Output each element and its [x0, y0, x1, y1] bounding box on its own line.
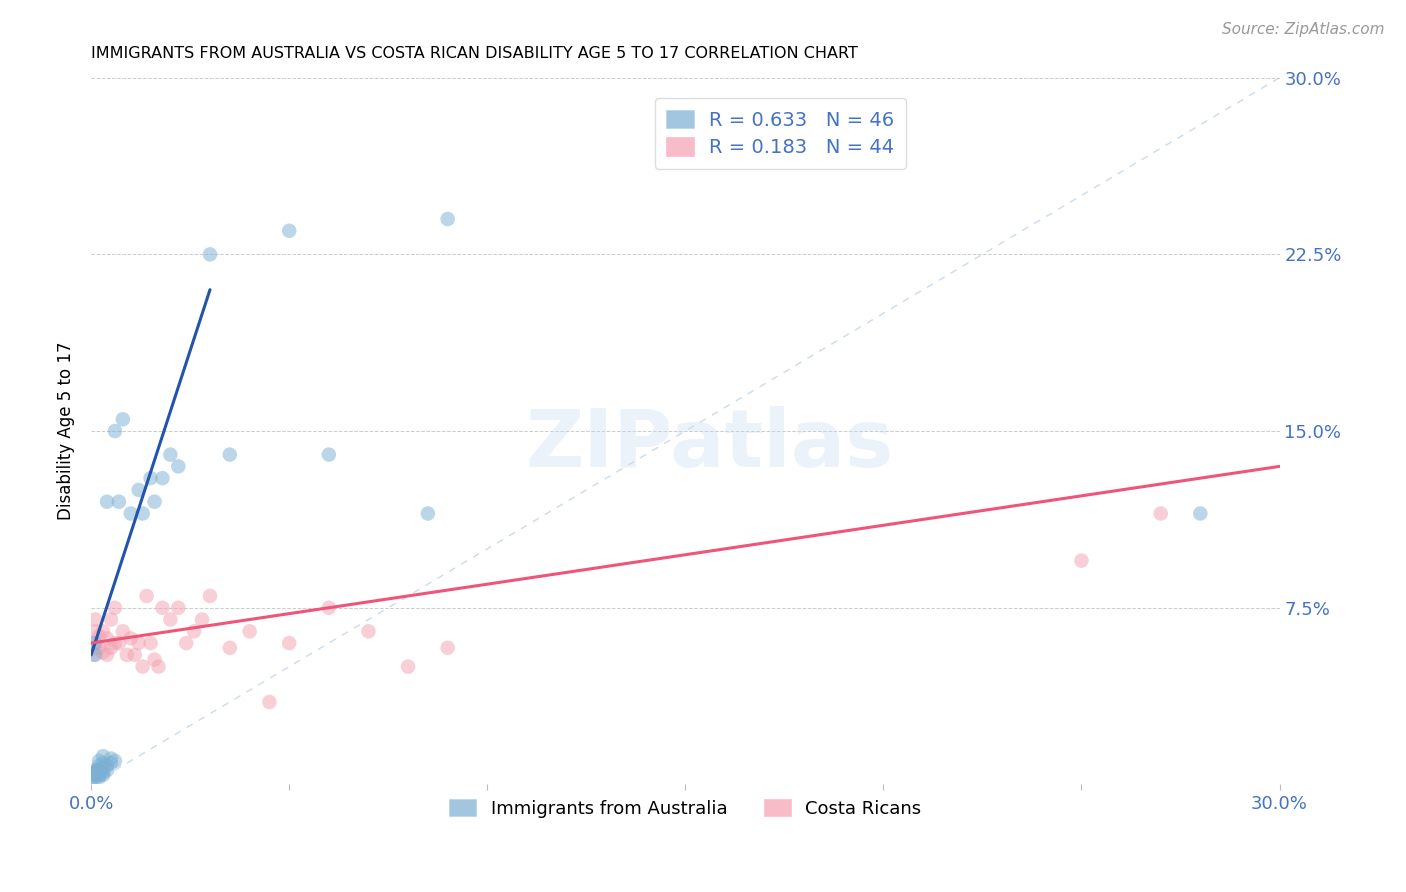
Point: [87, 640, 110, 655]
Point: [152, 471, 174, 485]
Point: [86, 765, 108, 780]
Point: [1189, 507, 1212, 521]
Point: [183, 624, 205, 639]
Point: [100, 751, 122, 765]
Point: [318, 448, 340, 462]
Point: [84, 764, 107, 778]
Text: Source: ZipAtlas.com: Source: ZipAtlas.com: [1222, 22, 1385, 37]
Point: [87, 754, 110, 768]
Point: [357, 624, 380, 639]
Point: [152, 600, 174, 615]
Point: [87, 770, 110, 784]
Point: [218, 640, 240, 655]
Point: [84, 640, 107, 655]
Point: [87, 629, 110, 643]
Point: [198, 589, 221, 603]
Point: [159, 448, 181, 462]
Point: [167, 600, 190, 615]
Point: [120, 507, 142, 521]
Point: [174, 636, 197, 650]
Point: [96, 648, 118, 662]
Point: [87, 768, 110, 782]
Point: [128, 636, 150, 650]
Point: [96, 632, 118, 646]
Point: [91, 624, 114, 639]
Point: [84, 613, 107, 627]
Point: [96, 758, 118, 772]
Point: [159, 613, 181, 627]
Legend: Immigrants from Australia, Costa Ricans: Immigrants from Australia, Costa Ricans: [441, 791, 928, 825]
Point: [115, 648, 138, 662]
Point: [91, 756, 114, 771]
Point: [82, 765, 104, 780]
Point: [120, 632, 142, 646]
Point: [91, 768, 114, 782]
Point: [87, 768, 110, 782]
Point: [104, 600, 127, 615]
Point: [91, 749, 114, 764]
Point: [416, 507, 439, 521]
Point: [84, 770, 107, 784]
Point: [396, 659, 419, 673]
Point: [100, 756, 122, 771]
Point: [239, 624, 262, 639]
Point: [87, 764, 110, 778]
Point: [108, 494, 131, 508]
Point: [104, 754, 127, 768]
Point: [84, 768, 107, 782]
Point: [139, 471, 162, 485]
Point: [1150, 507, 1173, 521]
Point: [318, 600, 340, 615]
Point: [91, 761, 114, 775]
Point: [96, 764, 118, 778]
Point: [198, 247, 221, 261]
Point: [82, 648, 104, 662]
Point: [82, 636, 104, 650]
Point: [84, 624, 107, 639]
Point: [111, 412, 134, 426]
Point: [143, 652, 166, 666]
Point: [167, 459, 190, 474]
Point: [84, 765, 107, 780]
Point: [86, 764, 108, 778]
Point: [135, 589, 157, 603]
Point: [111, 624, 134, 639]
Point: [278, 636, 301, 650]
Point: [143, 494, 166, 508]
Point: [218, 448, 240, 462]
Point: [436, 212, 458, 227]
Point: [436, 640, 458, 655]
Point: [84, 648, 107, 662]
Text: IMMIGRANTS FROM AUSTRALIA VS COSTA RICAN DISABILITY AGE 5 TO 17 CORRELATION CHAR: IMMIGRANTS FROM AUSTRALIA VS COSTA RICAN…: [91, 46, 858, 62]
Text: ZIPatlas: ZIPatlas: [524, 406, 893, 484]
Point: [100, 640, 122, 655]
Point: [100, 613, 122, 627]
Point: [91, 765, 114, 780]
Point: [82, 768, 104, 782]
Point: [104, 424, 127, 438]
Point: [87, 765, 110, 780]
Point: [139, 636, 162, 650]
Point: [148, 659, 170, 673]
Point: [104, 636, 127, 650]
Point: [131, 659, 153, 673]
Point: [128, 483, 150, 497]
Point: [108, 636, 131, 650]
Point: [87, 758, 110, 772]
Point: [96, 494, 118, 508]
Point: [259, 695, 281, 709]
Point: [84, 636, 107, 650]
Y-axis label: Disability Age 5 to 17: Disability Age 5 to 17: [58, 342, 75, 520]
Point: [191, 613, 214, 627]
Point: [82, 770, 104, 784]
Point: [278, 224, 301, 238]
Point: [91, 646, 114, 660]
Point: [124, 648, 146, 662]
Point: [131, 507, 153, 521]
Point: [1070, 553, 1092, 567]
